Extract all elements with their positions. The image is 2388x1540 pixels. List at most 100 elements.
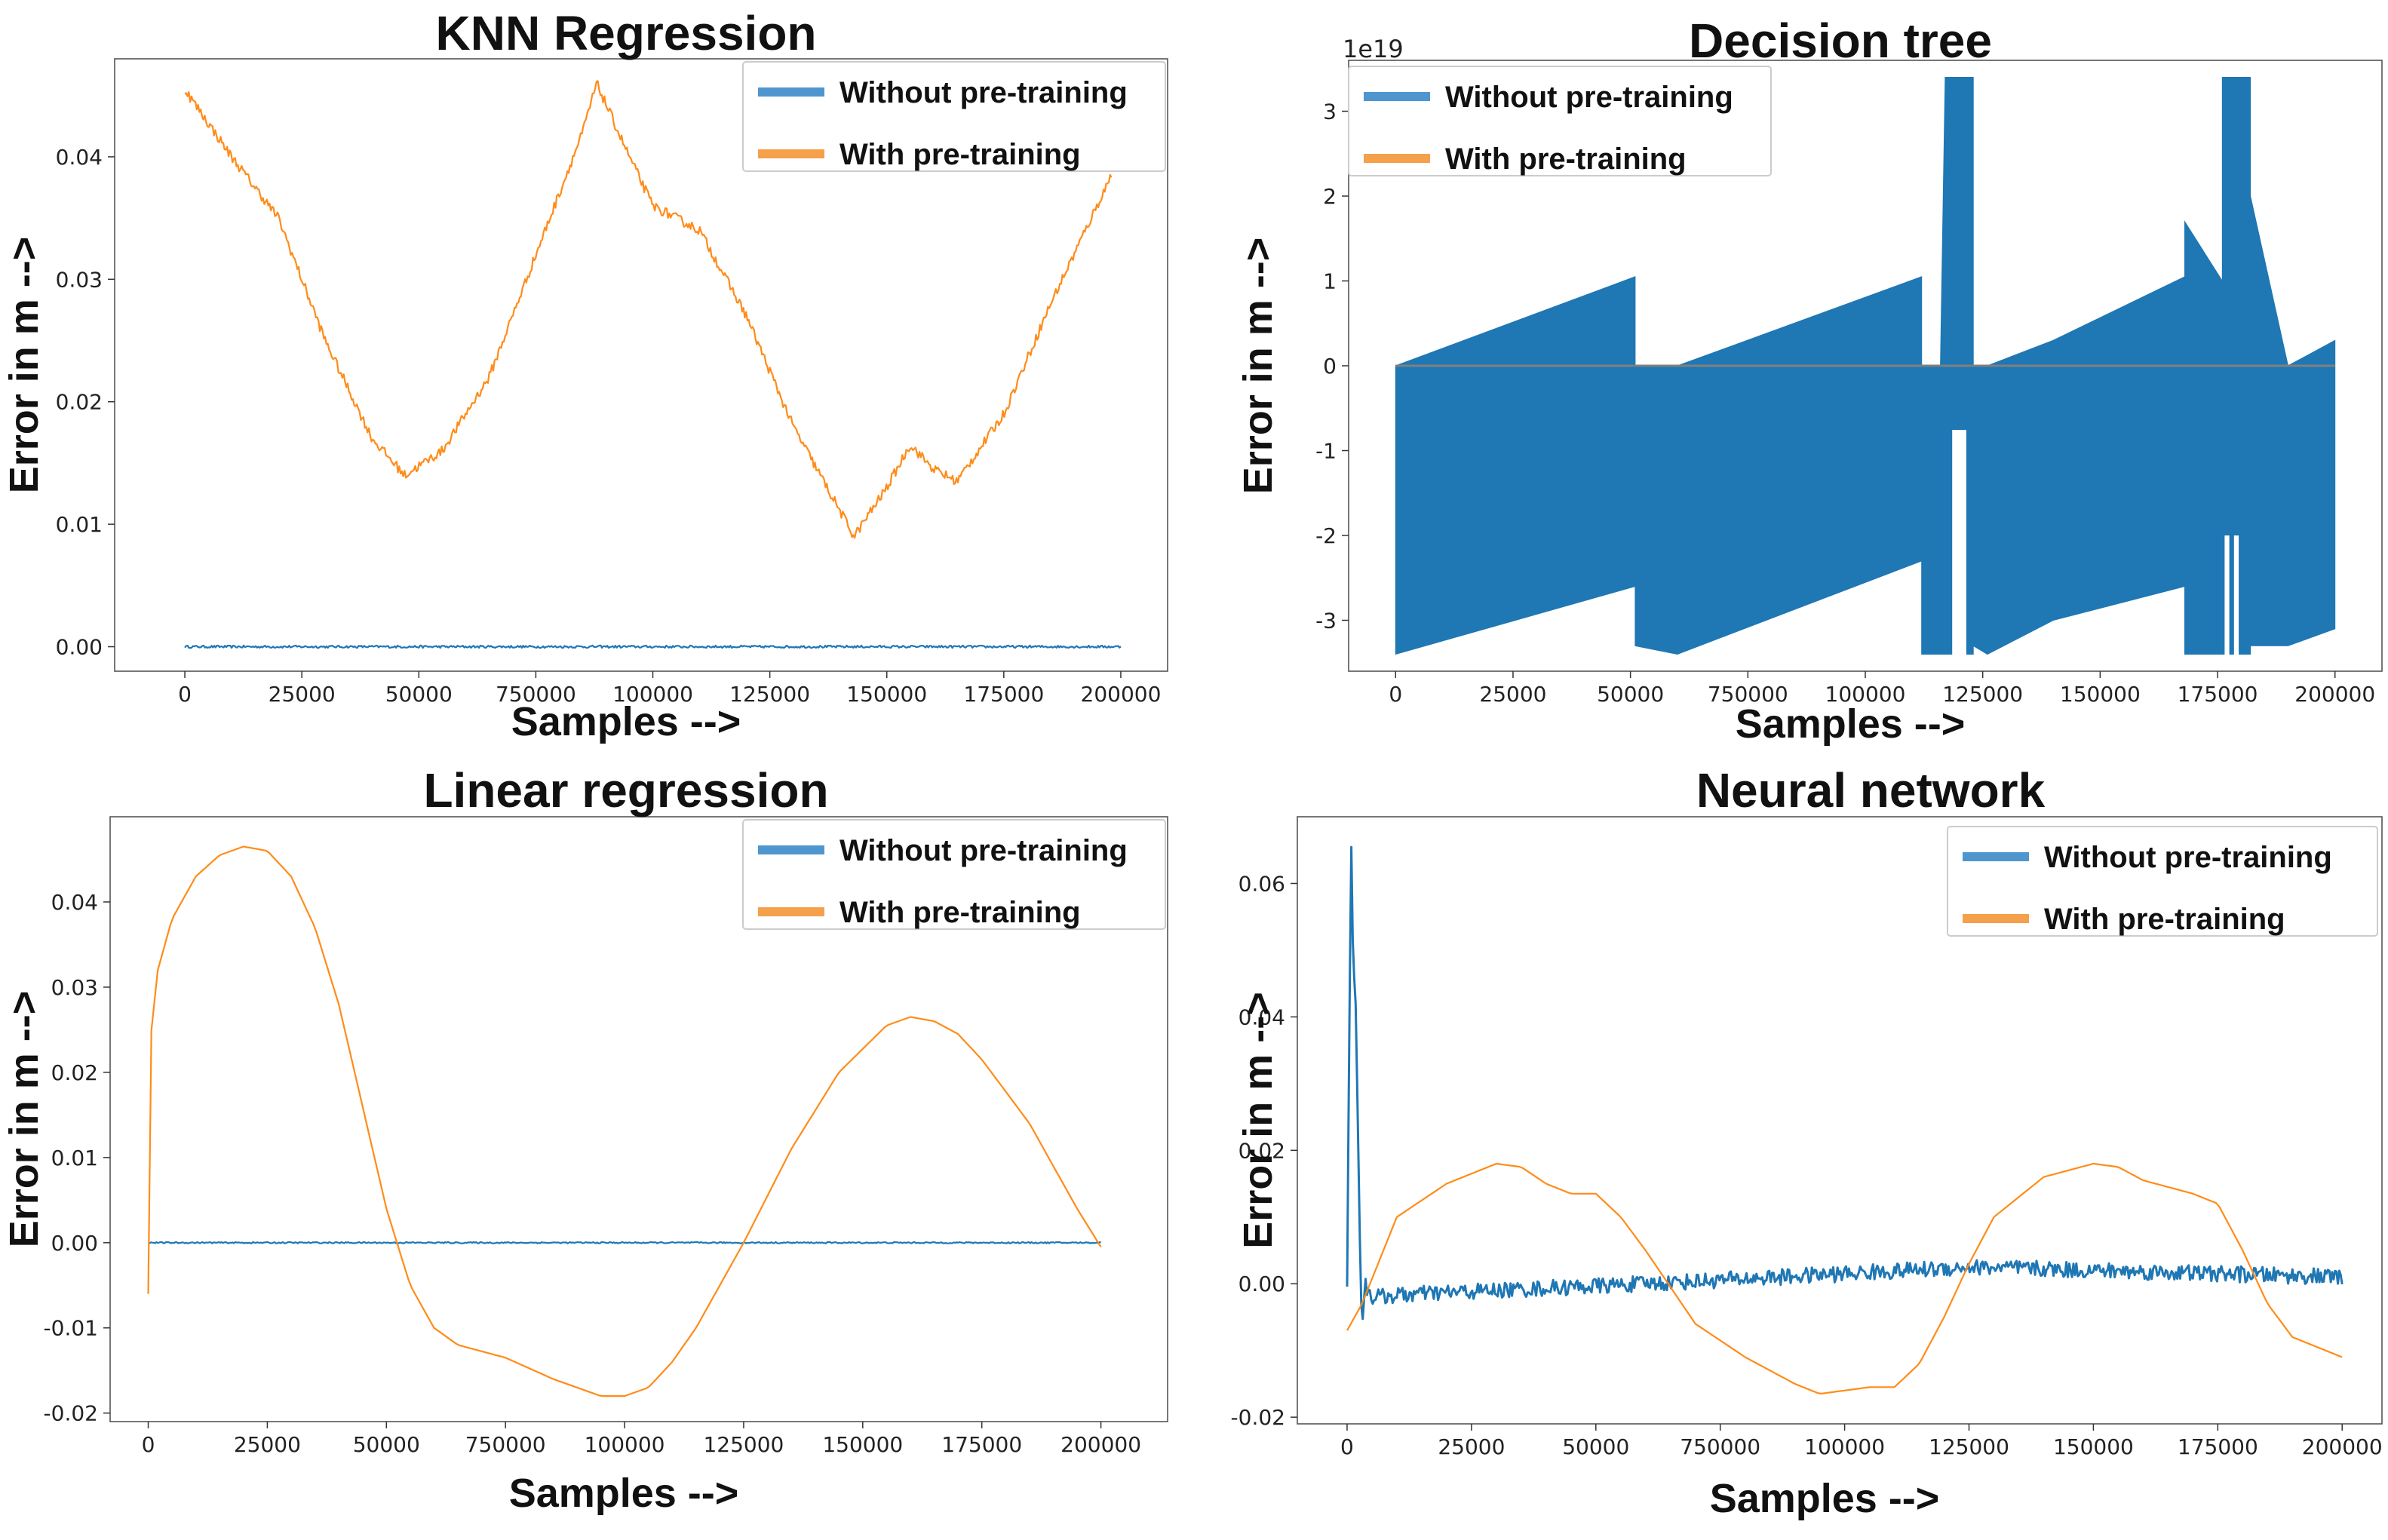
x-tick-label: 750000 xyxy=(1708,682,1788,707)
y-tick-label: 0 xyxy=(1323,354,1337,379)
y-tick-label: 0.04 xyxy=(1239,1005,1285,1029)
y-axis-label: Error in m --> xyxy=(1235,238,1281,495)
x-axis-label: Samples --> xyxy=(1710,1476,1940,1521)
plot-area xyxy=(1346,845,2343,1394)
y-tick-label: -0.02 xyxy=(1231,1405,1285,1430)
y-tick-label: -0.02 xyxy=(44,1401,98,1426)
chart-title: KNN Regression xyxy=(436,6,817,60)
chart-title: Neural network xyxy=(1696,763,2046,818)
axis-offset-label: 1e19 xyxy=(1343,35,1404,63)
legend-label-without: Without pre-training xyxy=(2044,841,2332,874)
y-axis-label: Error in m --> xyxy=(2,237,47,494)
x-tick-label: 200000 xyxy=(1081,682,1162,707)
y-axis-label: Error in m --> xyxy=(2,991,47,1248)
legend-box xyxy=(742,819,1166,930)
x-tick-label: 0 xyxy=(142,1432,155,1457)
plot-area xyxy=(1395,77,2336,671)
axes-frame xyxy=(1297,816,2383,1425)
chart-title: Decision tree xyxy=(1689,14,1992,68)
x-tick-label: 100000 xyxy=(1825,682,1906,707)
x-tick-label: 175000 xyxy=(2178,682,2258,707)
axes-frame xyxy=(109,816,1168,1422)
subplot-3: 0 25000 50000 750000 100000 125000 150000 17500… xyxy=(2,763,1168,1516)
x-tick-label: 150000 xyxy=(2060,682,2141,707)
x-tick-label: 25000 xyxy=(1479,682,1546,707)
y-tick-label: 0.02 xyxy=(1239,1138,1285,1163)
x-tick-label: 150000 xyxy=(2053,1434,2134,1459)
y-tick-label: 2 xyxy=(1323,184,1337,209)
legend-label-with: With pre-training xyxy=(1445,143,1687,176)
series-with-pre-training xyxy=(147,845,1102,1397)
x-tick-label: 50000 xyxy=(1597,682,1664,707)
band-gap xyxy=(2233,535,2239,671)
y-tick-label: 0.01 xyxy=(51,1146,98,1170)
y-tick-label: 0.02 xyxy=(51,1060,98,1085)
x-tick-label: 150000 xyxy=(822,1432,903,1457)
y-tick-label: 0.00 xyxy=(51,1231,98,1256)
subplot-2: 0 25000 50000 750000 100000 125000 150000 17500… xyxy=(1235,14,2383,747)
series-with-pre-training xyxy=(1346,1162,2343,1394)
series-with-pre-training xyxy=(184,80,1113,539)
band-gap xyxy=(1952,430,1966,671)
x-tick-label: 200000 xyxy=(2294,682,2375,707)
y-tick-label: 1 xyxy=(1323,269,1337,294)
y-tick-label: 0.04 xyxy=(56,145,103,170)
x-axis-label: Samples --> xyxy=(509,1471,739,1516)
y-tick-label: 0.00 xyxy=(1239,1272,1285,1296)
x-tick-label: 125000 xyxy=(703,1432,784,1457)
plot-area xyxy=(147,845,1102,1397)
x-tick-label: 100000 xyxy=(1804,1434,1885,1459)
x-tick-label: 125000 xyxy=(1942,682,2023,707)
x-tick-label: 750000 xyxy=(1680,1434,1760,1459)
x-tick-label: 50000 xyxy=(385,682,453,707)
subplot-1: 0 25000 50000 750000 100000 125000 150000 17500… xyxy=(2,6,1168,744)
x-tick-label: 25000 xyxy=(234,1432,301,1457)
x-tick-label: 100000 xyxy=(585,1432,665,1457)
y-axis-label: Error in m --> xyxy=(1235,992,1281,1249)
legend: Without pre-training With pre-training xyxy=(742,61,1166,172)
x-tick-label: 100000 xyxy=(612,682,693,707)
x-tick-label: 750000 xyxy=(465,1432,546,1457)
y-tick-label: 3 xyxy=(1323,100,1337,124)
y-tick-label: 0.01 xyxy=(56,512,103,537)
x-tick-label: 0 xyxy=(1389,682,1402,707)
y-tick-label: 0.04 xyxy=(51,890,98,915)
y-tick-label: 0.06 xyxy=(1239,871,1285,896)
x-axis-label: Samples --> xyxy=(511,699,741,744)
y-tick-label: -3 xyxy=(1315,609,1337,633)
plot-area xyxy=(184,80,1122,649)
x-tick-label: 0 xyxy=(178,682,192,707)
x-tick-label: 175000 xyxy=(941,1432,1022,1457)
axes-frame xyxy=(114,58,1168,672)
chart-title: Linear regression xyxy=(423,763,828,818)
y-tick-label: -0.01 xyxy=(44,1316,98,1341)
x-axis-label: Samples --> xyxy=(1736,701,1966,747)
x-tick-label: 0 xyxy=(1340,1434,1354,1459)
y-tick-label: 0.02 xyxy=(56,390,103,415)
x-tick-label: 750000 xyxy=(496,682,576,707)
y-tick-label: -1 xyxy=(1315,439,1337,464)
x-tick-label: 50000 xyxy=(1562,1434,1629,1459)
legend-label-without: Without pre-training xyxy=(839,76,1128,109)
legend-label-without: Without pre-training xyxy=(1445,81,1733,114)
x-tick-label: 200000 xyxy=(1060,1432,1141,1457)
x-tick-label: 175000 xyxy=(963,682,1044,707)
x-tick-label: 25000 xyxy=(269,682,336,707)
legend: Without pre-training With pre-training xyxy=(1947,826,2378,937)
legend-label-with: With pre-training xyxy=(839,896,1081,929)
y-tick-label: 0.03 xyxy=(56,267,103,292)
series-without-pre-training xyxy=(148,1241,1101,1244)
legend-box xyxy=(1348,66,1772,176)
y-tick-label: -2 xyxy=(1315,523,1337,548)
series-without-pre-training xyxy=(184,644,1122,649)
x-tick-label: 50000 xyxy=(353,1432,420,1457)
legend-box xyxy=(742,61,1166,172)
legend: Without pre-training With pre-training xyxy=(742,819,1166,930)
x-tick-label: 175000 xyxy=(2178,1434,2258,1459)
band-gap xyxy=(2224,535,2230,671)
y-tick-label: 0.00 xyxy=(56,635,103,660)
x-tick-label: 25000 xyxy=(1438,1434,1505,1459)
legend-label-with: With pre-training xyxy=(839,138,1081,171)
legend: Without pre-training With pre-training xyxy=(1348,66,1772,176)
